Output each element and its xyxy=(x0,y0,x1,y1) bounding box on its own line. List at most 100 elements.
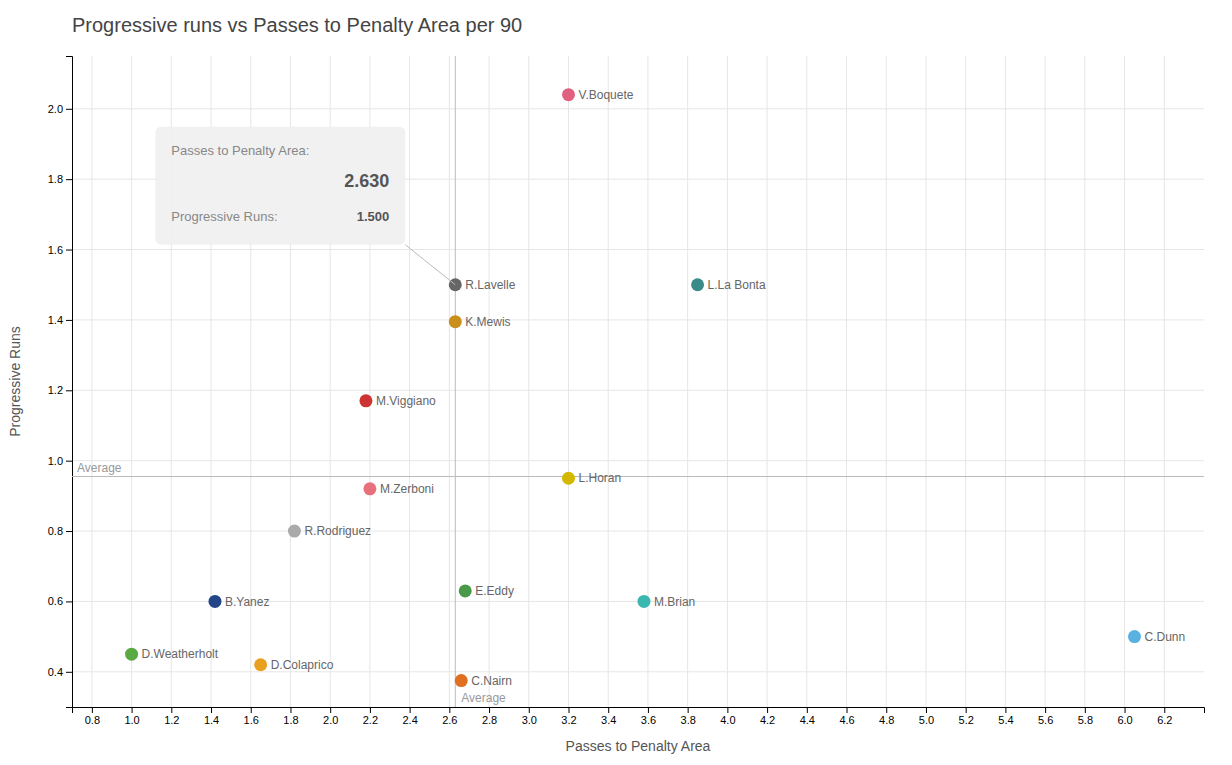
x-tick-label: 5.6 xyxy=(1038,714,1053,726)
x-tick-label: 2.2 xyxy=(363,714,378,726)
chart-svg: 0.81.01.21.41.61.82.02.22.42.62.83.03.23… xyxy=(0,0,1232,765)
y-tick: 1.8 xyxy=(48,173,72,185)
x-tick-mark xyxy=(1005,707,1006,713)
x-tick-label: 5.2 xyxy=(959,714,974,726)
grid-line-x xyxy=(1045,56,1046,707)
x-tick: 4.4 xyxy=(800,707,815,726)
grid-line-x xyxy=(1084,56,1085,707)
scatter-point xyxy=(359,394,372,407)
y-tick: 1.0 xyxy=(48,455,72,467)
x-tick-label: 1.0 xyxy=(124,714,139,726)
grid-line-y xyxy=(72,531,1204,532)
y-tick: 0.6 xyxy=(48,595,72,607)
chart-container: 0.81.01.21.41.61.82.02.22.42.62.83.03.23… xyxy=(0,0,1232,765)
reference-line-y xyxy=(72,476,1204,477)
y-tick-label: 2.0 xyxy=(48,103,63,115)
point-label: C.Dunn xyxy=(1144,630,1185,644)
x-tick: 5.4 xyxy=(998,707,1013,726)
point-label: R.Lavelle xyxy=(465,278,515,292)
point-label: R.Rodriguez xyxy=(304,524,371,538)
tooltip-value: 2.630 xyxy=(344,171,389,191)
x-tick: 4.6 xyxy=(839,707,854,726)
y-tick-mark xyxy=(66,390,72,391)
y-tick-label: 1.0 xyxy=(48,455,63,467)
grid-line-x xyxy=(886,56,887,707)
x-tick-label: 3.8 xyxy=(681,714,696,726)
x-tick: 5.6 xyxy=(1038,707,1053,726)
x-tick: 1.8 xyxy=(283,707,298,726)
scatter-point xyxy=(459,584,472,597)
grid-line-x xyxy=(687,56,688,707)
y-tick-label: 0.4 xyxy=(48,666,63,678)
grid-line-x xyxy=(1005,56,1006,707)
x-tick: 2.4 xyxy=(402,707,417,726)
x-tick-mark xyxy=(1125,707,1126,713)
scatter-point xyxy=(562,88,575,101)
grid-line-x xyxy=(1124,56,1125,707)
x-tick-mark xyxy=(727,707,728,713)
x-tick: 2.0 xyxy=(323,707,338,726)
x-tick-mark xyxy=(489,707,490,713)
x-tick: 2.8 xyxy=(482,707,497,726)
x-tick-label: 3.0 xyxy=(522,714,537,726)
grid-line-x xyxy=(409,56,410,707)
scatter-point xyxy=(125,648,138,661)
point-label: V.Boquete xyxy=(578,88,633,102)
scatter-point xyxy=(637,595,650,608)
x-tick-mark xyxy=(251,707,252,713)
x-tick-label: 4.4 xyxy=(800,714,815,726)
scatter-point xyxy=(254,658,267,671)
x-tick: 6.0 xyxy=(1117,707,1132,726)
x-tick: 3.8 xyxy=(681,707,696,726)
point-label: M.Brian xyxy=(654,595,695,609)
x-tick: 6.2 xyxy=(1157,707,1172,726)
y-axis-title: Progressive Runs xyxy=(7,326,23,437)
x-tick: 2.2 xyxy=(363,707,378,726)
point-label: D.Weatherholt xyxy=(142,647,219,661)
x-tick: 1.2 xyxy=(164,707,179,726)
scatter-point xyxy=(288,525,301,538)
x-tick-mark xyxy=(807,707,808,713)
y-tick-label: 0.6 xyxy=(48,595,63,607)
x-tick: 3.2 xyxy=(561,707,576,726)
x-tick-mark xyxy=(926,707,927,713)
x-axis-line xyxy=(73,708,1205,714)
y-tick: 1.6 xyxy=(48,244,72,256)
x-tick: 5.8 xyxy=(1078,707,1093,726)
grid-line-x xyxy=(767,56,768,707)
y-tick-mark xyxy=(66,250,72,251)
y-tick-label: 1.4 xyxy=(48,314,63,326)
x-tick-label: 1.2 xyxy=(164,714,179,726)
grid-line-x xyxy=(568,56,569,707)
annotations: AverageAverageV.BoqueteR.LavelleK.MewisL… xyxy=(77,88,1185,705)
x-tick-label: 1.4 xyxy=(204,714,219,726)
x-tick: 3.6 xyxy=(641,707,656,726)
x-tick: 5.2 xyxy=(959,707,974,726)
grid-line-x xyxy=(965,56,966,707)
grid-line-x xyxy=(925,56,926,707)
x-tick: 1.0 xyxy=(124,707,139,726)
scatter-point xyxy=(208,595,221,608)
x-tick-mark xyxy=(529,707,530,713)
grid-line-x xyxy=(489,56,490,707)
x-tick-label: 6.2 xyxy=(1157,714,1172,726)
x-axis: 0.81.01.21.41.61.82.02.22.42.62.83.03.23… xyxy=(73,707,1205,726)
point-label: K.Mewis xyxy=(465,315,510,329)
tooltip-box xyxy=(155,127,405,245)
x-tick-mark xyxy=(171,707,172,713)
tooltip: Passes to Penalty Area:2.630Progressive … xyxy=(155,127,455,285)
point-label: M.Zerboni xyxy=(380,482,434,496)
grid xyxy=(72,56,1204,707)
grid-line-x xyxy=(131,56,132,707)
x-tick-mark xyxy=(370,707,371,713)
x-tick-label: 3.2 xyxy=(561,714,576,726)
x-tick-label: 6.0 xyxy=(1117,714,1132,726)
x-tick-mark xyxy=(92,707,93,713)
x-tick-mark xyxy=(330,707,331,713)
point-label: D.Colaprico xyxy=(271,658,334,672)
x-tick-label: 5.8 xyxy=(1078,714,1093,726)
scatter-point xyxy=(1128,630,1141,643)
x-tick-mark xyxy=(966,707,967,713)
x-tick-label: 2.0 xyxy=(323,714,338,726)
x-tick: 1.4 xyxy=(204,707,219,726)
